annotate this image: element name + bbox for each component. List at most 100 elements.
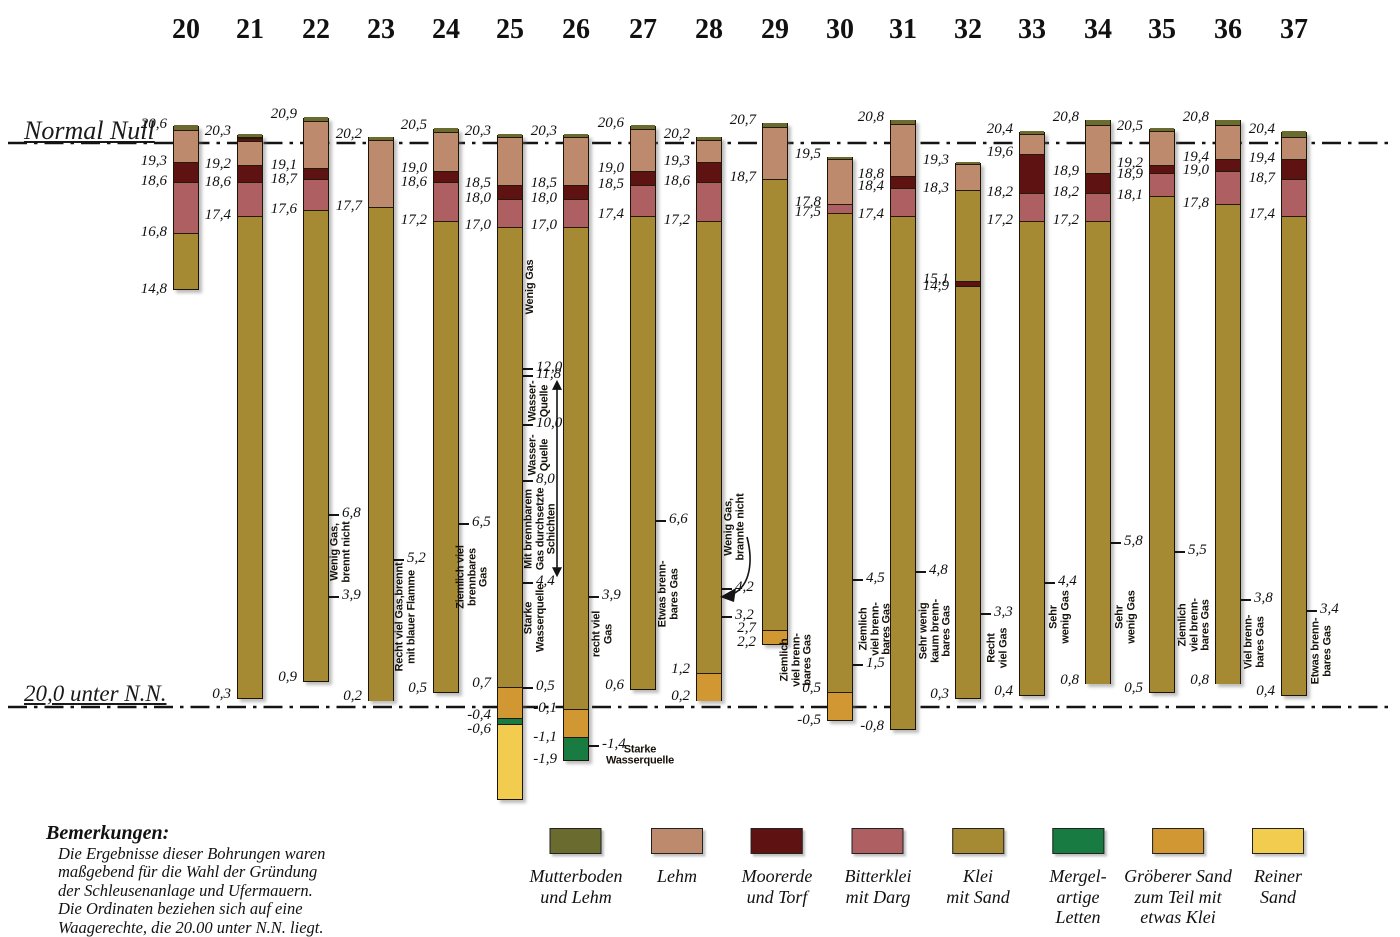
layer-bitterklei [697, 181, 721, 222]
layer-moorerde [434, 170, 458, 182]
borehole-number: 27 [629, 14, 657, 45]
layer-bitterklei [1282, 179, 1306, 216]
depth-tick [589, 596, 599, 599]
legend-item-reiner: Reiner Sand [1252, 828, 1304, 907]
borehole-31-column [890, 119, 916, 730]
layer-bitterklei [304, 179, 328, 211]
normal-null-label: Normal Null [24, 116, 155, 145]
depth-tick [722, 587, 732, 590]
remark-line: der Schleusenanlage und Ufermauern. [58, 880, 313, 900]
legend-label-line: und Lehm [540, 886, 612, 907]
legend-label-line: Lehm [657, 866, 697, 886]
depth-tick [916, 570, 926, 573]
borehole-number: 25 [496, 14, 524, 45]
annotation-line: Sehr wenig [917, 602, 930, 660]
legend-label: Gröberer Sand zum Teil mit etwas Klei [1124, 866, 1232, 928]
remarks-text: Die Ergebnisse dieser Bohrungen waren maß… [46, 844, 325, 937]
gas-water-annotation: Mit brennbarem Gas durchsetzte Schichten [523, 488, 559, 571]
layer-mutterboden [238, 133, 262, 137]
layer-moorerde [1150, 164, 1174, 174]
gas-water-annotation: Wasser- Quelle [526, 434, 550, 475]
elevation-label: 17,6 [270, 200, 297, 217]
gas-water-annotation: Recht viel Gas,brennt mit blauer Flamme [393, 562, 417, 671]
annotation-line: bares Gas [1254, 616, 1266, 668]
depth-tick [722, 615, 732, 618]
layer-klei [1216, 204, 1240, 684]
elevation-label: 19,1 [270, 157, 297, 174]
layer-klei [1282, 215, 1306, 696]
layer-moorerde [1216, 159, 1240, 171]
layer-bitterklei [498, 198, 522, 227]
elevation-label: 17,4 [204, 206, 231, 223]
annotation-line: Starke [623, 742, 657, 755]
elevation-label: 17,8 [1182, 194, 1209, 211]
annotation-line: Wenig Gas [524, 259, 537, 315]
depth-tick [523, 686, 533, 689]
layer-lehm [564, 136, 588, 185]
tick-label: 4,4 [536, 572, 555, 589]
layer-lehm [828, 159, 852, 205]
layer-moorerde [1020, 153, 1044, 194]
elevation-label: 19,0 [400, 160, 427, 177]
layer-lehm [1086, 125, 1110, 174]
depth-tick [656, 519, 666, 522]
annotation-line: recht viel [590, 610, 603, 657]
annotation-line: Sehr [1047, 604, 1060, 629]
annotation-line: Etwas brenn- [1309, 617, 1322, 684]
layer-bitterklei [434, 181, 458, 222]
elevation-label: 0,5 [802, 680, 821, 697]
layer-lehm [763, 126, 787, 180]
legend-label-line: Bitterklei [844, 866, 912, 886]
elevation-label: -0,1 [533, 699, 557, 716]
elevation-label: 18,9 [1052, 163, 1079, 180]
layer-klei [631, 215, 655, 690]
depth-tick [981, 612, 991, 615]
elevation-label: 0,5 [408, 680, 427, 697]
gas-water-annotation: Recht viel Gas [985, 627, 1009, 668]
layer-bitterklei [891, 187, 915, 216]
annotation-line: brennt nicht [340, 521, 352, 583]
elevation-label: 18,3 [922, 180, 949, 197]
layer-bitterklei [1086, 193, 1110, 222]
annotation-line: Sehr [1113, 604, 1126, 629]
legend-label: Klei mit Sand [946, 866, 1010, 907]
annotation-line: Gas [602, 623, 614, 644]
layer-mutterboden [369, 136, 393, 140]
layer-lehm [174, 129, 198, 163]
layer-moorerde [891, 176, 915, 188]
layer-moorerde [498, 184, 522, 199]
layer-lehm [498, 136, 522, 185]
gas-water-annotation: Etwas brenn-bares Gas [1309, 617, 1333, 684]
legend-label: Moorerde und Torf [742, 866, 813, 907]
layer-lehm [238, 136, 262, 139]
elevation-label: 0,3 [930, 685, 949, 702]
annotation-line: Gas [477, 567, 490, 588]
layer-mutterboden [763, 122, 787, 127]
layer-mutterboden [1150, 128, 1174, 132]
elevation-label: -1,1 [533, 728, 557, 745]
layer-lehm [1020, 133, 1044, 154]
layer-klei [238, 215, 262, 698]
legend-label: Reiner Sand [1252, 866, 1304, 907]
layer-lehm [434, 131, 458, 171]
layer-klei [956, 190, 980, 281]
gas-water-annotation: Etwas brenn-bares Gas [656, 561, 680, 628]
legend-swatch-reiner [1252, 828, 1304, 854]
layer-groeberer [564, 709, 588, 738]
elevation-label: 20,7 [729, 112, 756, 129]
elevation-label: 19,5 [794, 145, 821, 162]
tick-label: 3,2 [735, 606, 754, 623]
elevation-label: 18,7 [729, 169, 756, 186]
layer-klei [564, 226, 588, 710]
legend-label-line: Moorerde [741, 866, 813, 886]
elevation-label: 17,2 [400, 211, 427, 228]
tick-label: 11,8 [536, 365, 562, 382]
elevation-label: 18,6 [400, 173, 427, 190]
annotation-line: Ziemlich [857, 607, 870, 651]
remarks-block: Bemerkungen: Die Ergebnisse dieser Bohru… [46, 822, 325, 937]
elevation-label: -0,6 [467, 721, 491, 738]
depth-tick [523, 374, 533, 377]
bottom-reference-label: 20,0 unter N.N. [24, 681, 167, 706]
annotation-line: bares Gas [1321, 624, 1333, 677]
legend-item-mutterboden: Mutterboden und Lehm [530, 828, 622, 907]
